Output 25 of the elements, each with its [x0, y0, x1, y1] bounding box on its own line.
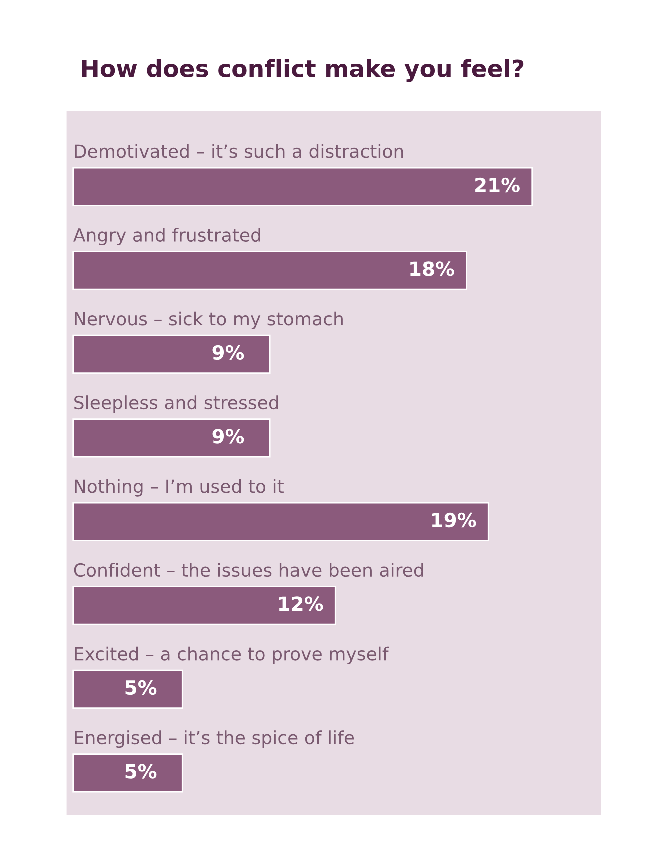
- bar: [72, 251, 468, 290]
- y-tick-label: Sleepless and stressed: [74, 396, 278, 414]
- data-label: 18%: [410, 262, 454, 276]
- bar: [72, 167, 534, 206]
- data-label: 9%: [212, 345, 244, 360]
- data-label: 12%: [280, 596, 324, 612]
- bar: [72, 418, 271, 458]
- data-label: 9%: [212, 429, 244, 444]
- data-label: 5%: [126, 764, 157, 779]
- y-tick-label: Confident – the issues have been aired: [74, 563, 424, 578]
- data-label: 21%: [476, 178, 520, 193]
- bar: [72, 334, 271, 374]
- chart-title: How does conflict make you feel?: [82, 59, 524, 82]
- y-tick-label: Angry and frustrated: [74, 228, 260, 246]
- y-tick-label: Nothing – I’m used to it: [75, 479, 284, 497]
- bar: [72, 586, 336, 626]
- data-label: 5%: [126, 680, 157, 696]
- bar: [72, 754, 184, 793]
- y-tick-label: Energised – it’s the spice of life: [75, 730, 354, 748]
- bar: [72, 670, 184, 710]
- data-label: 19%: [432, 512, 476, 528]
- y-tick-label: Nervous – sick to my stomach: [75, 312, 343, 330]
- y-tick-label: Excited – a chance to prove myself: [75, 646, 390, 664]
- bar: [72, 502, 490, 542]
- y-tick-label: Demotivated – it’s such a distraction: [75, 144, 404, 158]
